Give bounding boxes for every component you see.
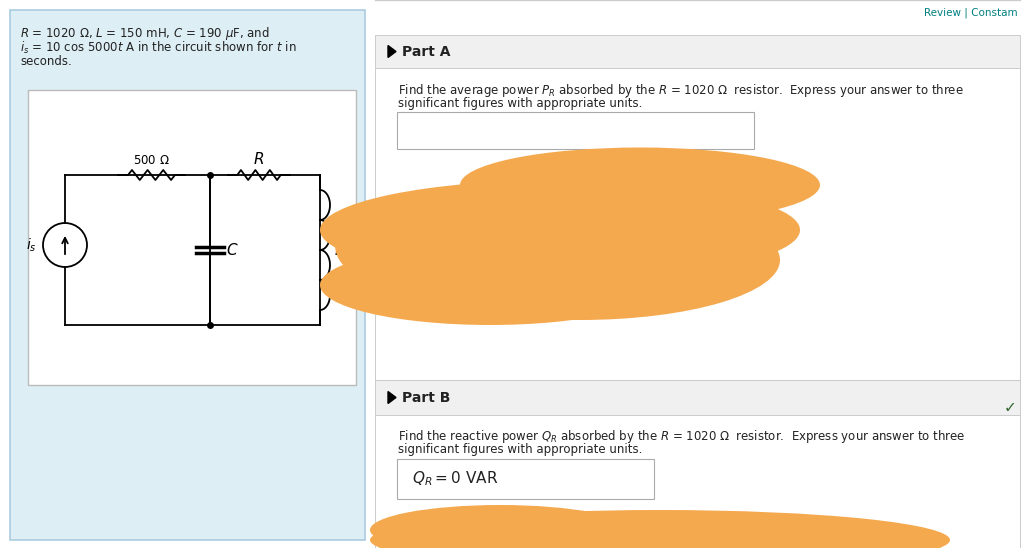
FancyBboxPatch shape [10, 10, 365, 540]
Ellipse shape [370, 505, 630, 548]
Text: $C$: $C$ [226, 242, 239, 258]
Ellipse shape [380, 200, 780, 320]
Text: $L$: $L$ [334, 242, 344, 258]
FancyBboxPatch shape [397, 112, 754, 149]
Text: seconds.: seconds. [20, 55, 72, 68]
Text: significant figures with appropriate units.: significant figures with appropriate uni… [398, 443, 642, 456]
Ellipse shape [319, 180, 800, 280]
Text: Part B: Part B [402, 391, 451, 404]
FancyBboxPatch shape [28, 90, 356, 385]
Ellipse shape [335, 205, 455, 285]
Ellipse shape [319, 245, 660, 325]
Text: Find the reactive power $Q_R$ absorbed by the $R$ = 1020 $\Omega$  resistor.  Ex: Find the reactive power $Q_R$ absorbed b… [398, 428, 966, 445]
Text: Part A: Part A [402, 44, 451, 59]
Polygon shape [388, 45, 396, 58]
Text: Find the average power $P_R$ absorbed by the $R$ = 1020 $\Omega$  resistor.  Exp: Find the average power $P_R$ absorbed by… [398, 82, 964, 99]
Text: $R$ = 1020 $\Omega$, $L$ = 150 mH, $C$ = 190 $\mu$F, and: $R$ = 1020 $\Omega$, $L$ = 150 mH, $C$ =… [20, 25, 269, 42]
FancyBboxPatch shape [375, 380, 1020, 415]
Text: $R$: $R$ [253, 151, 264, 167]
FancyBboxPatch shape [375, 35, 1020, 68]
FancyBboxPatch shape [375, 415, 1020, 548]
Text: significant figures with appropriate units.: significant figures with appropriate uni… [398, 97, 642, 110]
Text: 500 $\Omega$: 500 $\Omega$ [132, 154, 169, 167]
Text: $Q_R = 0$ VAR: $Q_R = 0$ VAR [412, 470, 499, 488]
Ellipse shape [370, 510, 950, 548]
Text: ✓: ✓ [1004, 400, 1016, 415]
FancyBboxPatch shape [397, 459, 654, 499]
FancyBboxPatch shape [375, 68, 1020, 380]
Text: $i_s$ = 10 cos 5000$t$ A in the circuit shown for $t$ in: $i_s$ = 10 cos 5000$t$ A in the circuit … [20, 40, 297, 56]
Text: $i_s$: $i_s$ [27, 236, 37, 254]
Text: Review | Constam: Review | Constam [925, 8, 1018, 19]
Ellipse shape [460, 147, 820, 222]
Polygon shape [388, 391, 396, 403]
